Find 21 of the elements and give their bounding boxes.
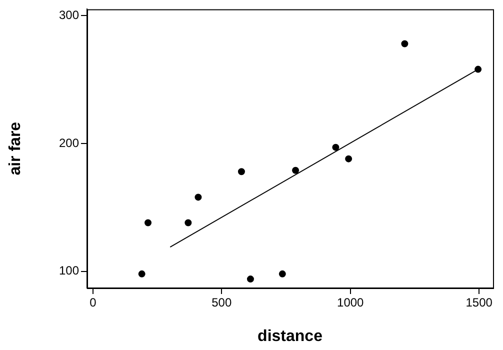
point [184, 219, 192, 226]
y-tick-label: 100 [58, 264, 80, 278]
x-tick-label: 500 [212, 296, 232, 310]
y-axis-title: air fare [7, 122, 24, 176]
y-tick-label: 300 [58, 8, 80, 22]
y-tick-label: 200 [58, 136, 80, 150]
point [474, 66, 482, 73]
point [332, 144, 340, 151]
x-tick-label: 1500 [466, 296, 493, 310]
point [345, 155, 352, 162]
x-tick-label: 0 [90, 296, 97, 310]
x-tick-label: 1000 [337, 296, 364, 310]
point [144, 219, 152, 226]
point [138, 270, 146, 278]
point [194, 194, 202, 201]
point [238, 168, 245, 176]
point [292, 166, 300, 174]
x-axis-title: distance [258, 328, 323, 345]
point [401, 40, 408, 48]
point [246, 276, 254, 283]
point [278, 270, 286, 278]
